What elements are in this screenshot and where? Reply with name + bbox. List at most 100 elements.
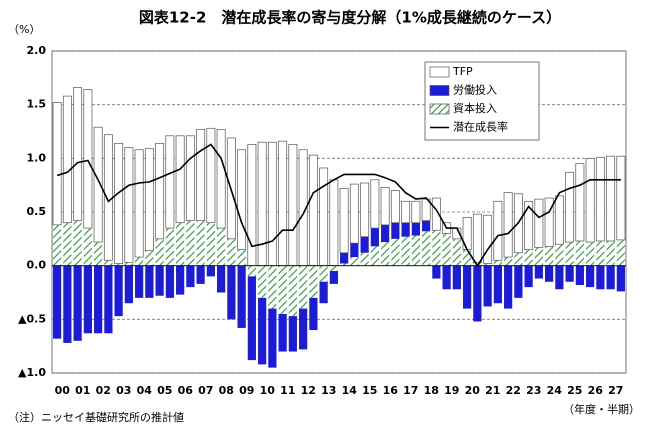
bar (606, 155, 616, 242)
bar (381, 224, 390, 243)
x-tick-label: 19 (444, 384, 459, 397)
bar (473, 262, 482, 266)
bar (206, 265, 215, 277)
x-tick-label: 00 (55, 384, 71, 397)
bar (308, 154, 318, 267)
bar (473, 265, 482, 322)
bar (63, 265, 72, 343)
bar (258, 297, 267, 365)
legend-label: 労働投入 (453, 83, 497, 97)
bar (155, 142, 165, 240)
bar (616, 239, 625, 266)
bar (53, 224, 62, 266)
bar (124, 262, 133, 266)
bar (586, 242, 595, 266)
bar (268, 308, 277, 368)
bar (175, 135, 185, 224)
bar (247, 276, 256, 361)
y-tick-label: ▲1.0 (18, 366, 46, 379)
bar (411, 222, 420, 236)
bar (606, 240, 615, 266)
legend-swatch (429, 85, 450, 96)
bar (206, 222, 215, 266)
bar (340, 263, 349, 266)
bar (463, 265, 472, 309)
plot-frame (51, 50, 627, 374)
bar (176, 265, 185, 295)
bar (401, 200, 411, 224)
bar (452, 238, 461, 266)
bar (268, 265, 277, 309)
note: （注）ニッセイ基礎研究所の推計値 (8, 410, 184, 424)
x-tick-label: 07 (198, 384, 213, 397)
x-tick-label: 10 (260, 384, 276, 397)
x-tick-label: 11 (280, 384, 295, 397)
x-tick-label: 26 (588, 384, 604, 397)
bar (73, 87, 83, 221)
bar (53, 265, 62, 339)
y-tick-label: 0.5 (27, 205, 47, 218)
x-tick-label: 05 (157, 384, 172, 397)
line (56, 143, 621, 268)
x-tick-label: 18 (424, 384, 439, 397)
x-tick-label: 25 (567, 384, 582, 397)
x-tick-label: 27 (608, 384, 623, 397)
bar (73, 220, 82, 266)
bar (360, 236, 369, 253)
x-tick-label: 21 (485, 384, 500, 397)
x-axis-unit: （年度・半期） (563, 402, 640, 416)
bar (247, 144, 257, 267)
bar (442, 233, 451, 266)
x-tick-label: 14 (342, 384, 358, 397)
bar (411, 235, 420, 266)
bar (329, 179, 339, 267)
bar (504, 265, 513, 309)
bar (575, 240, 584, 266)
x-tick-label: 24 (547, 384, 563, 397)
bar (350, 257, 359, 266)
bar (134, 149, 144, 258)
bar (544, 197, 554, 247)
bar (360, 182, 370, 238)
bar (155, 238, 164, 266)
bar (216, 129, 226, 229)
x-tick-label: 09 (239, 384, 254, 397)
bar (411, 200, 421, 224)
bar (299, 308, 308, 350)
x-tick-label: 13 (321, 384, 336, 397)
bar (545, 265, 554, 282)
legend-swatch (429, 103, 450, 115)
bar (452, 265, 461, 290)
bar (534, 247, 543, 266)
x-tick-label: 08 (219, 384, 234, 397)
bar (237, 265, 246, 328)
bar (104, 265, 113, 334)
bar (585, 157, 595, 243)
bar (575, 163, 585, 242)
bar (493, 260, 502, 266)
bar (596, 240, 605, 266)
y-tick-label: 1.5 (27, 98, 47, 111)
bar (545, 246, 554, 266)
bar (94, 242, 103, 266)
x-tick-label: 23 (526, 384, 541, 397)
chart-title: 図表12-2 潜在成長率の寄与度分解（1%成長継続のケース） (139, 9, 561, 27)
bar (349, 183, 359, 244)
bar (288, 316, 297, 352)
bar (606, 265, 615, 290)
bar (401, 222, 410, 237)
bar (288, 265, 297, 317)
legend-label: 潜在成長率 (453, 120, 508, 134)
bar (422, 220, 431, 232)
x-tick-label: 12 (301, 384, 316, 397)
bar (227, 265, 236, 320)
bar (565, 171, 575, 243)
bar (555, 265, 564, 290)
bar (483, 214, 493, 264)
bar (278, 313, 287, 352)
bar (524, 249, 533, 266)
bar (319, 281, 328, 304)
bar (237, 249, 246, 266)
bar (493, 200, 503, 261)
